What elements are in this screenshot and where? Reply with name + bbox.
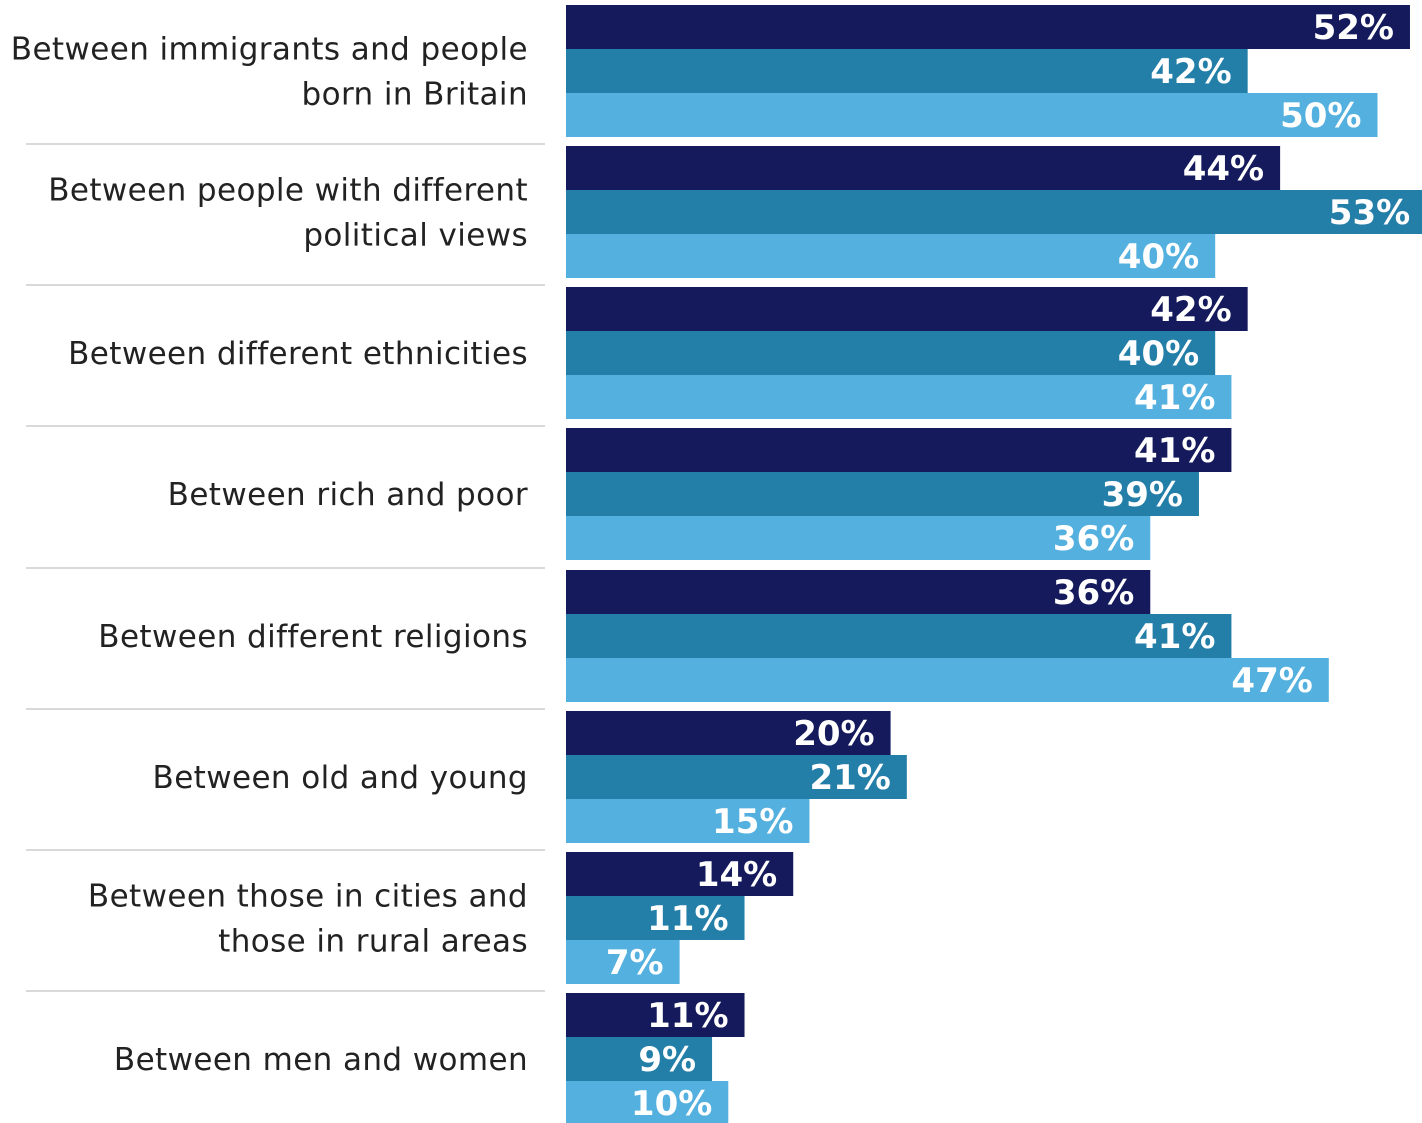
category-label: Between different religions: [98, 619, 528, 655]
separator-lines: [26, 143, 545, 992]
category-label: Between men and women: [114, 1042, 528, 1078]
category-label-line: Between those in cities and: [88, 879, 528, 915]
bar-series-3: [566, 799, 810, 843]
bar-value-label: 36%: [1053, 519, 1134, 559]
category-label: Between old and young: [153, 760, 528, 796]
bar-series-1: [566, 5, 1410, 49]
category-labels-layer: Between immigrants and people born in Bri…: [11, 32, 528, 1079]
bar-value-label: 52%: [1313, 8, 1394, 48]
bar-value-label: 40%: [1118, 334, 1199, 374]
bar-series-1: [566, 428, 1232, 472]
bar-value-label: 20%: [793, 714, 874, 754]
category-label-line: born in Britain: [302, 77, 529, 113]
bar-series-1: [566, 711, 891, 755]
category-label-line: those in rural areas: [218, 924, 528, 960]
bar-value-label: 14%: [696, 855, 777, 895]
bars-layer: [566, 5, 1422, 1123]
bar-series-3: [566, 234, 1216, 278]
bar-series-2: [566, 331, 1216, 375]
bar-series-2: [566, 755, 907, 799]
bar-series-2: [566, 1037, 713, 1081]
bar-value-label: 47%: [1231, 661, 1312, 701]
bar-value-label: 7%: [606, 943, 664, 983]
bar-series-2: [566, 614, 1232, 658]
bar-value-label: 40%: [1118, 237, 1199, 277]
bar-series-2: [566, 472, 1199, 516]
bar-value-label: 11%: [647, 996, 728, 1036]
category-label: Between those in cities and those in rura…: [88, 879, 528, 960]
bar-series-1: [566, 146, 1281, 190]
bar-series-3: [566, 93, 1378, 137]
bar-value-label: 41%: [1134, 431, 1215, 471]
category-label-line: Between rich and poor: [168, 477, 528, 513]
bar-value-label: 41%: [1134, 378, 1215, 418]
category-label-line: Between different religions: [98, 619, 528, 655]
category-label-line: Between men and women: [114, 1042, 528, 1078]
category-label: Between immigrants and people born in Bri…: [11, 32, 528, 113]
bar-series-1: [566, 287, 1248, 331]
bar-value-label: 39%: [1102, 475, 1183, 515]
bar-value-label: 11%: [647, 899, 728, 939]
bar-value-label: 42%: [1150, 52, 1231, 92]
value-labels-layer: 52%42%50%44%53%40%42%40%41%41%39%36%36%4…: [606, 8, 1410, 1123]
bar-value-label: 9%: [638, 1040, 696, 1080]
category-label-line: Between different ethnicities: [68, 336, 528, 372]
bar-series-1: [566, 993, 745, 1037]
bar-series-3: [566, 516, 1151, 560]
bar-value-label: 53%: [1329, 193, 1410, 233]
category-label: Between rich and poor: [168, 477, 528, 513]
bar-series-2: [566, 190, 1422, 234]
bar-series-2: [566, 896, 745, 940]
bar-series-3: [566, 375, 1232, 419]
bar-value-label: 36%: [1053, 573, 1134, 613]
bar-value-label: 41%: [1134, 617, 1215, 657]
bar-series-3: [566, 1081, 729, 1123]
bar-value-label: 21%: [809, 758, 890, 798]
bar-value-label: 10%: [631, 1084, 712, 1123]
category-label-line: Between people with different: [48, 173, 528, 209]
category-label-line: political views: [303, 218, 528, 254]
bar-value-label: 15%: [712, 802, 793, 842]
bar-value-label: 50%: [1280, 96, 1361, 136]
bar-value-label: 44%: [1183, 149, 1264, 189]
bar-series-3: [566, 940, 680, 984]
category-label-line: Between old and young: [153, 760, 528, 796]
category-label: Between people with different political v…: [48, 173, 528, 254]
bar-value-label: 42%: [1150, 290, 1231, 330]
bar-series-2: [566, 49, 1248, 93]
bar-series-1: [566, 570, 1151, 614]
bar-series-1: [566, 852, 794, 896]
bar-series-3: [566, 658, 1329, 702]
category-label: Between different ethnicities: [68, 336, 528, 372]
category-label-line: Between immigrants and people: [11, 32, 528, 68]
